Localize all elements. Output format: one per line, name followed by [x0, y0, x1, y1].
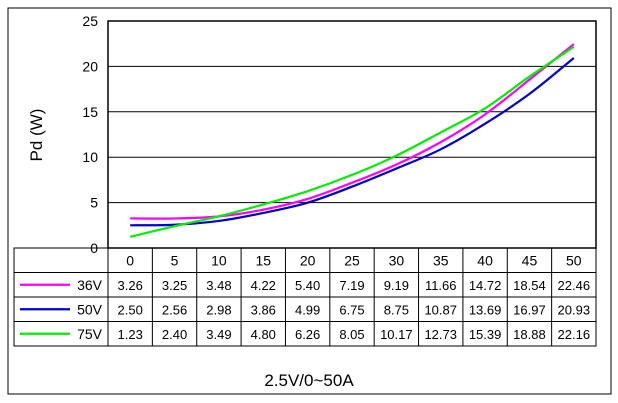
x-tick-label: 50: [566, 252, 582, 268]
table-cell-value: 20.93: [558, 302, 591, 317]
table-cell-value: 22.16: [558, 327, 591, 342]
series-lines: [129, 43, 575, 238]
table-cell-value: 7.19: [339, 278, 364, 293]
legend-label-50V: 50V: [77, 301, 103, 317]
y-tick-label: 15: [82, 104, 98, 120]
table-cell-value: 12.73: [424, 327, 457, 342]
x-tick-label: 25: [344, 252, 360, 268]
series-line-50V: [130, 57, 575, 227]
x-tick-label: 20: [300, 252, 316, 268]
table-cell-value: 2.56: [162, 302, 187, 317]
table-cell-value: 6.75: [339, 302, 364, 317]
series-line-36V: [130, 43, 575, 220]
table-cell-value: 3.25: [162, 278, 187, 293]
table-cell-value: 1.23: [118, 327, 143, 342]
table-cell-value: 18.88: [513, 327, 546, 342]
x-tick-label: 5: [171, 252, 179, 268]
table-cell-value: 3.26: [118, 278, 143, 293]
table-cell-value: 3.48: [206, 278, 231, 293]
table-cell-value: 15.39: [469, 327, 502, 342]
x-axis-label: 2.5V/0~50A: [264, 371, 354, 390]
x-tick-label: 15: [255, 252, 271, 268]
table-cell-value: 11.66: [425, 278, 457, 293]
table-cell-value: 3.86: [251, 302, 276, 317]
table-cell-value: 22.46: [558, 278, 591, 293]
table-cell-value: 4.99: [295, 302, 320, 317]
table-cell-value: 9.19: [384, 278, 409, 293]
x-tick-label: 10: [211, 252, 227, 268]
legend-label-36V: 36V: [77, 277, 103, 293]
table-cell-value: 13.69: [469, 302, 502, 317]
series-line-75V: [129, 45, 575, 238]
x-tick-label: 30: [389, 252, 405, 268]
table-cell-value: 2.50: [118, 302, 143, 317]
y-tick-label: 20: [82, 58, 98, 74]
y-tick-label: 10: [82, 149, 98, 165]
x-tick-label: 40: [477, 252, 493, 268]
x-tick-label: 35: [433, 252, 449, 268]
table-cell-value: 10.17: [380, 327, 413, 342]
x-tick-label: 0: [126, 252, 134, 268]
table-cell-value: 2.40: [162, 327, 187, 342]
table-cell-value: 16.97: [513, 302, 546, 317]
table-cell-value: 10.87: [424, 302, 457, 317]
table-cell-value: 5.40: [295, 278, 320, 293]
table-cell-value: 6.26: [295, 327, 320, 342]
data-table: 0 5 10 15 20 25 30 35 40 45 50 36V 3.26 3.25 3.48 4.22 5…: [13, 247, 597, 347]
grid-lines: [108, 65, 596, 204]
x-tick-label: 45: [522, 252, 538, 268]
table-cell-value: 4.22: [251, 278, 276, 293]
table-cell-value: 3.49: [206, 327, 231, 342]
y-tick-label: 5: [90, 195, 98, 211]
table-cell-value: 8.05: [339, 327, 364, 342]
table-cell-value: 14.72: [469, 278, 502, 293]
y-axis-label: Pd (W): [27, 109, 46, 162]
table-cell-value: 4.80: [251, 327, 276, 342]
table-cell-value: 18.54: [513, 278, 546, 293]
legend-label-75V: 75V: [77, 326, 103, 342]
table-cell-value: 8.75: [384, 302, 409, 317]
y-tick-label: 25: [82, 13, 98, 29]
table-cell-value: 2.98: [206, 302, 231, 317]
